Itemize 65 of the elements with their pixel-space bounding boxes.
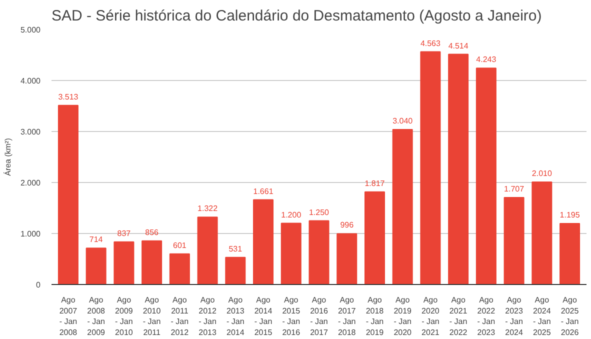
data-label: 1.195 (560, 210, 580, 220)
bar (280, 222, 302, 284)
x-tick-label: Ago 2017 - Jan 2018 (338, 296, 356, 337)
data-label: 4.243 (476, 55, 497, 64)
bar (476, 68, 496, 284)
y-tick-label: 4.000 (20, 76, 42, 86)
bar (448, 54, 469, 284)
data-label: 1.200 (281, 210, 302, 220)
x-tick-label: Ago 2014 - Jan 2015 (254, 296, 273, 337)
x-tick-label: Ago 2008 - Jan 2009 (87, 296, 106, 337)
data-label: 4.563 (420, 38, 442, 48)
x-tick-label: Ago 2020 - Jan 2021 (422, 296, 440, 337)
data-label: 1.661 (253, 186, 274, 196)
bar (504, 196, 524, 284)
y-tick-label: 1.000 (20, 230, 42, 238)
bar (420, 51, 441, 284)
x-tick-label: Ago 2015 - Jan 2016 (282, 296, 301, 337)
data-label: 3.040 (392, 116, 414, 126)
data-label: 601 (173, 240, 187, 250)
bar (560, 223, 580, 284)
bar (197, 216, 218, 284)
x-tick-label: Ago 2009 - Jan 2010 (115, 296, 134, 337)
bar (532, 181, 552, 284)
bar (253, 199, 274, 284)
x-tick-label: Ago 2016 - Jan 2017 (310, 296, 328, 337)
x-tick-label: Ago 2019 - Jan 2020 (394, 296, 412, 337)
x-tick-label: Ago 2021 - Jan 2022 (449, 296, 468, 337)
data-label: 3.513 (58, 92, 79, 102)
bar (114, 241, 134, 284)
data-label: 714 (89, 235, 104, 244)
bar (169, 253, 190, 284)
x-tick-label: Ago 2013 - Jan 2014 (226, 296, 245, 337)
x-tick-label: Ago 2010 - Jan 2011 (142, 296, 162, 337)
data-label: 837 (117, 228, 132, 238)
bar (86, 248, 106, 284)
data-label: 2.010 (532, 168, 552, 178)
bar (225, 256, 246, 284)
data-label: 531 (228, 244, 243, 254)
y-tick-label: 0 (36, 280, 42, 290)
x-tick-label: Ago 2012 - Jan 2013 (198, 296, 217, 337)
bar (392, 128, 413, 284)
data-label: 4.514 (448, 41, 469, 50)
x-tick-label: Ago 2011 - Jan 2012 (170, 296, 190, 337)
data-label: 1.707 (504, 184, 525, 194)
data-label: 856 (145, 228, 160, 237)
bar (336, 233, 358, 284)
x-tick-label: Ago 2022 - Jan 2023 (477, 296, 496, 337)
bar (308, 220, 330, 284)
y-tick-label: 5.000 (20, 26, 42, 34)
x-tick-label: Ago 2018 - Jan 2019 (366, 296, 384, 337)
y-tick-label: 3.000 (20, 128, 42, 136)
bar (142, 240, 162, 284)
chart-title: SAD - Série histórica do Calendário do Desmatamento (Agosto a Janeiro) (52, 8, 542, 24)
x-tick-label: Ago 2007 - Jan 2008 (59, 296, 78, 337)
x-tick-label: Ago 2025 - Jan 2026 (560, 296, 580, 337)
data-label: 996 (340, 220, 354, 230)
data-label: 1.817 (364, 178, 386, 188)
x-tick-label: Ago 2023 - Jan 2024 (505, 296, 524, 337)
bar (364, 191, 385, 284)
data-label: 1.322 (198, 204, 218, 214)
data-label: 1.250 (308, 208, 330, 217)
bar (58, 104, 78, 284)
y-tick-label: 2.000 (20, 178, 42, 188)
y-axis-title: Área (km²) (3, 138, 12, 176)
x-tick-label: Ago 2024 - Jan 2025 (533, 296, 552, 337)
